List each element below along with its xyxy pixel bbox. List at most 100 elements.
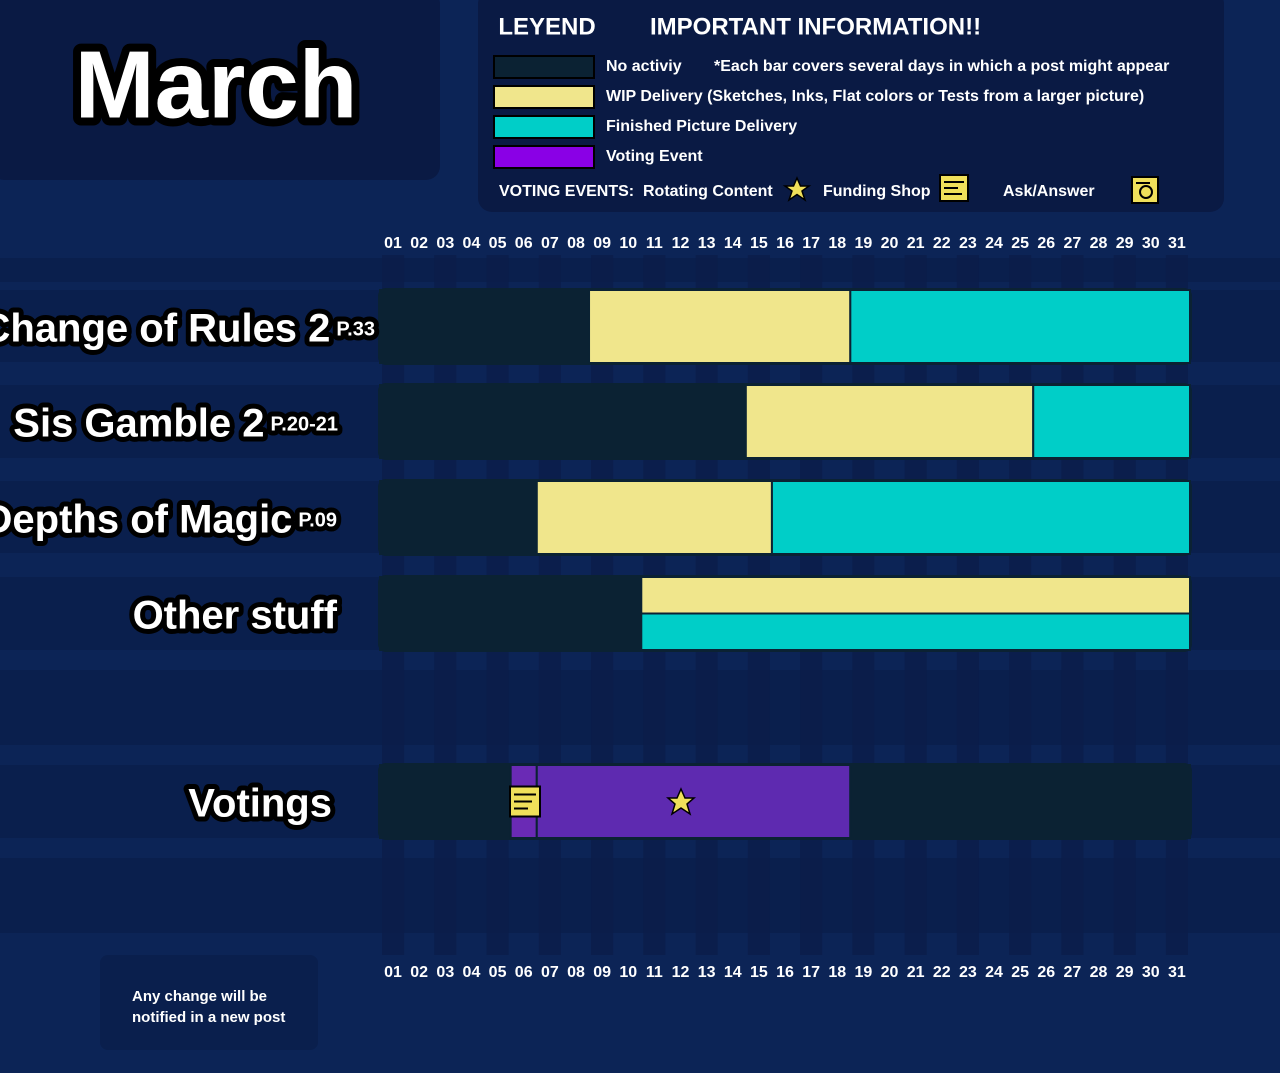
segment — [379, 480, 538, 555]
segment — [379, 289, 591, 364]
day-label: 31 — [1168, 235, 1186, 252]
footer-line: notified in a new post — [132, 1009, 285, 1026]
day-label: 21 — [907, 964, 925, 981]
legend-label: Finished Picture Delivery — [606, 118, 797, 135]
row-name: Other stuff — [133, 593, 338, 637]
day-label: 22 — [933, 235, 951, 252]
day-label: 22 — [933, 964, 951, 981]
legend: No activiy WIP Delivery (Sketches, Inks, … — [493, 55, 1144, 169]
day-label: 15 — [750, 964, 768, 981]
day-label: 21 — [907, 235, 925, 252]
day-label: 08 — [567, 235, 585, 252]
voting-events-label: VOTING EVENTS: — [499, 183, 634, 200]
day-label: 20 — [881, 964, 899, 981]
day-label: 03 — [436, 235, 454, 252]
legend-swatch — [493, 115, 595, 139]
voting-event: Rotating Content — [643, 183, 773, 200]
day-label: 30 — [1142, 235, 1160, 252]
day-label: 29 — [1116, 235, 1134, 252]
day-label: 17 — [802, 964, 820, 981]
segment — [849, 289, 1191, 364]
row-label: Depths of Magic P.09 — [0, 497, 337, 541]
segment — [588, 289, 852, 364]
row-name: Votings — [188, 781, 332, 825]
day-label: 01 — [384, 964, 402, 981]
row-band — [0, 258, 1280, 282]
day-label: 16 — [776, 964, 794, 981]
day-label: 05 — [489, 235, 507, 252]
day-label: 26 — [1037, 235, 1055, 252]
day-label: 03 — [436, 964, 454, 981]
day-label: 16 — [776, 235, 794, 252]
day-label: 24 — [985, 235, 1003, 252]
row-name: Depths of Magic — [0, 497, 292, 541]
day-label: 28 — [1090, 235, 1108, 252]
legend-swatch — [493, 145, 595, 169]
day-label: 31 — [1168, 964, 1186, 981]
day-label: 07 — [541, 235, 559, 252]
footer-line: Any change will be — [132, 988, 267, 1005]
ask-icon — [1131, 176, 1159, 204]
row-page: P.33 — [336, 319, 375, 341]
segment — [640, 576, 1191, 615]
row-name: Change of Rules 2 — [0, 306, 330, 350]
day-label: 15 — [750, 235, 768, 252]
legend-swatch — [493, 55, 595, 79]
row-band — [0, 858, 1280, 933]
segment — [379, 576, 643, 651]
segment — [744, 384, 1035, 459]
timeline: 01 01 02 02 03 03 04 04 05 05 06 06 07 07 08 08 09 09 10 10… — [0, 235, 1192, 981]
day-label: 18 — [828, 964, 846, 981]
star-icon — [782, 176, 812, 202]
row-page: P.09 — [298, 510, 337, 532]
day-label: 14 — [724, 964, 742, 981]
day-label: 04 — [463, 964, 481, 981]
day-label: 25 — [1011, 964, 1029, 981]
day-label: 24 — [985, 964, 1003, 981]
day-label: 11 — [646, 235, 663, 252]
segment — [535, 764, 852, 839]
info-note: *Each bar covers several days in which a… — [714, 58, 1169, 75]
day-label: 20 — [881, 235, 899, 252]
day-label: 19 — [854, 964, 872, 981]
segment — [770, 480, 1191, 555]
day-label: 09 — [593, 235, 611, 252]
day-label: 10 — [619, 964, 637, 981]
day-label: 12 — [672, 235, 690, 252]
day-label: 12 — [672, 964, 690, 981]
day-label: 14 — [724, 235, 742, 252]
row-label: Other stuff — [133, 593, 338, 637]
row-label: Votings — [188, 781, 332, 825]
day-label: 27 — [1064, 235, 1082, 252]
row-band — [0, 670, 1280, 745]
day-label: 29 — [1116, 964, 1134, 981]
day-label: 25 — [1011, 235, 1029, 252]
title-panel — [0, 0, 440, 180]
row-label: Change of Rules 2 P.33 — [0, 306, 375, 350]
segment — [379, 764, 512, 839]
day-label: 10 — [619, 235, 637, 252]
day-label: 13 — [698, 235, 716, 252]
info-title: IMPORTANT INFORMATION!! — [650, 13, 981, 40]
day-label: 08 — [567, 964, 585, 981]
day-label: 02 — [410, 964, 428, 981]
day-label: 23 — [959, 235, 977, 252]
legend-label: WIP Delivery (Sketches, Inks, Flat color… — [606, 88, 1144, 105]
voting-event: Funding Shop — [823, 183, 931, 200]
day-label: 09 — [593, 964, 611, 981]
day-label: 06 — [515, 964, 533, 981]
day-label: 18 — [828, 235, 846, 252]
day-label: 27 — [1064, 964, 1082, 981]
legend-label: Voting Event — [606, 148, 703, 165]
star-icon — [665, 787, 697, 816]
segment — [849, 764, 1191, 839]
day-label: 17 — [802, 235, 820, 252]
legend-swatch — [493, 85, 595, 109]
shop-icon — [939, 174, 969, 202]
day-label: 19 — [854, 235, 872, 252]
day-label: 07 — [541, 964, 559, 981]
segment — [379, 384, 747, 459]
legend-title: LEYEND — [498, 13, 595, 40]
legend-panel — [478, 0, 1224, 212]
